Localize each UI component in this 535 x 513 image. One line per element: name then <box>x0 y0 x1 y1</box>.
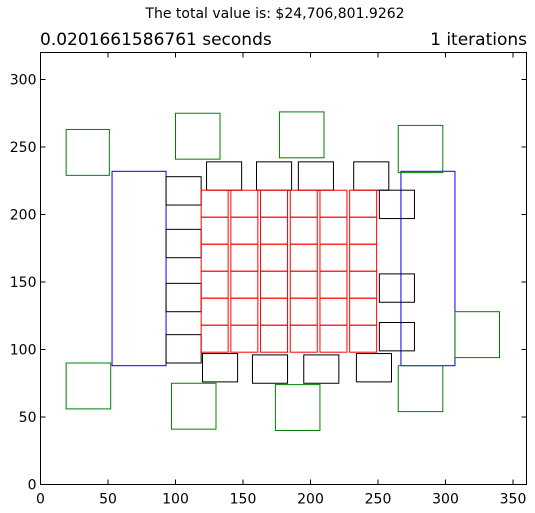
x-tick-label: 250 <box>365 492 392 508</box>
blue-rect <box>400 170 456 367</box>
red-rect <box>349 216 378 245</box>
red-rect <box>260 216 289 245</box>
y-tick-label: 200 <box>10 208 37 224</box>
green-rect <box>454 311 501 359</box>
x-tick-label: 200 <box>297 492 324 508</box>
red-rect <box>289 270 318 299</box>
red-rect <box>200 216 229 245</box>
red-rect <box>349 297 378 326</box>
black-rect <box>202 353 239 383</box>
red-rect <box>349 324 378 353</box>
red-rect <box>319 216 348 245</box>
red-rect <box>260 270 289 299</box>
x-tick-label: 0 <box>36 492 45 508</box>
x-tick-label: 350 <box>500 492 527 508</box>
red-rect <box>319 243 348 272</box>
red-rect <box>289 324 318 353</box>
red-rect <box>230 189 259 218</box>
red-rect <box>349 243 378 272</box>
black-rect <box>165 176 202 206</box>
black-rect <box>378 273 415 303</box>
blue-rect <box>111 170 167 367</box>
black-rect <box>165 228 202 259</box>
y-tick-label: 0 <box>28 478 37 494</box>
red-rect <box>200 324 229 353</box>
red-rect <box>260 189 289 218</box>
red-rect <box>289 243 318 272</box>
red-rect <box>230 216 259 245</box>
red-rect <box>289 216 318 245</box>
y-tick-label: 150 <box>10 275 37 291</box>
x-tick-label: 50 <box>99 492 117 508</box>
chart-marks <box>65 111 501 432</box>
red-rect <box>230 297 259 326</box>
red-rect <box>230 324 259 353</box>
red-rect <box>230 243 259 272</box>
red-rect <box>260 243 289 272</box>
y-tick-label: 250 <box>10 140 37 156</box>
red-rect <box>200 189 229 218</box>
red-rect <box>349 270 378 299</box>
red-rect <box>349 189 378 218</box>
green-rect <box>278 111 325 159</box>
red-rect <box>200 270 229 299</box>
black-rect <box>378 322 415 352</box>
x-tick-label: 150 <box>230 492 257 508</box>
black-rect <box>165 282 202 313</box>
red-rect <box>230 270 259 299</box>
red-rect <box>319 324 348 353</box>
red-rect <box>200 297 229 326</box>
red-rect <box>319 189 348 218</box>
black-rect <box>355 353 392 383</box>
red-rect <box>319 270 348 299</box>
elapsed-time-title: 0.0201661586761 seconds <box>40 30 272 50</box>
black-rect <box>297 161 334 191</box>
green-rect <box>175 112 221 160</box>
red-rect <box>260 324 289 353</box>
chart-suptitle: The total value is: $24,706,801.9262 <box>145 6 405 22</box>
iterations-title: 1 iterations <box>430 30 527 50</box>
red-rect <box>319 297 348 326</box>
black-rect <box>353 161 390 191</box>
green-rect <box>170 382 217 430</box>
green-rect <box>65 362 112 410</box>
black-rect <box>256 161 293 191</box>
green-rect <box>397 124 444 174</box>
x-tick-label: 100 <box>162 492 189 508</box>
red-rect <box>289 189 318 218</box>
y-tick-label: 100 <box>10 343 37 359</box>
chart-ticks: 0 50 100 150 200 250 300 350 0 50 100 150 200 250 300 <box>10 52 527 508</box>
red-rect <box>260 297 289 326</box>
black-rect <box>206 161 243 191</box>
black-rect <box>378 189 415 220</box>
red-rect <box>200 243 229 272</box>
y-tick-label: 50 <box>19 410 37 426</box>
red-rect <box>289 297 318 326</box>
green-rect <box>397 365 444 413</box>
black-rect <box>165 334 202 364</box>
green-rect <box>274 384 321 432</box>
black-rect <box>251 354 289 384</box>
black-rect <box>303 354 340 384</box>
x-tick-label: 300 <box>432 492 459 508</box>
plot-frame <box>40 52 527 485</box>
green-rect <box>65 128 110 176</box>
y-tick-label: 300 <box>10 73 37 89</box>
